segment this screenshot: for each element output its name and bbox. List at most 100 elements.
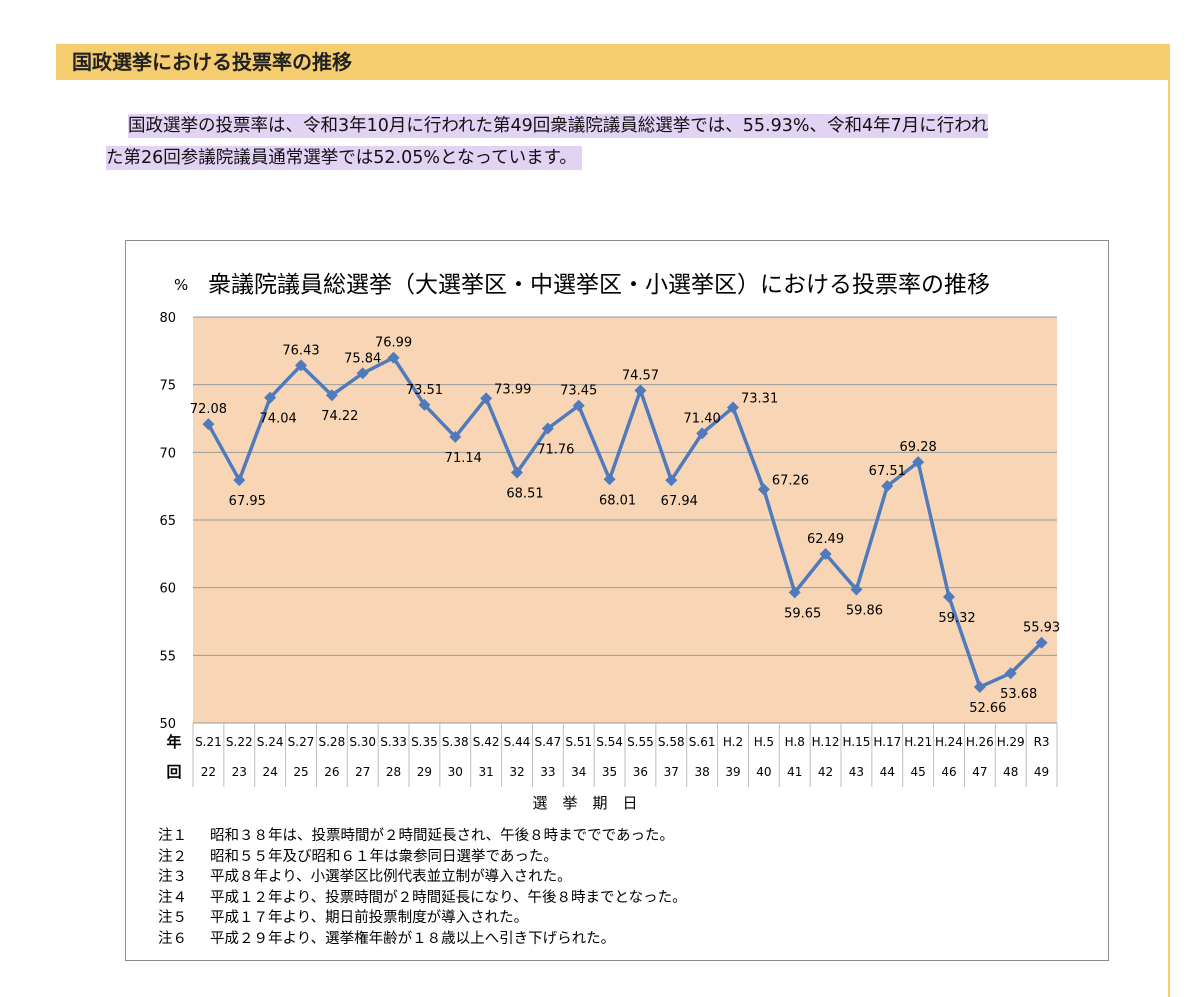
round-label: 26 [324,765,339,779]
data-point [356,367,369,380]
x-tick-label: R3 [1034,735,1050,749]
data-label: 52.66 [969,701,1006,716]
note-key: 注６ [158,930,187,947]
data-point [449,430,462,443]
round-label: 42 [818,765,833,779]
x-tick-label: S.38 [442,735,469,749]
note-text: 平成２９年より、選挙権年齢が１８歳以上へ引き下げられた。 [210,930,616,947]
data-label: 69.28 [900,440,937,455]
chart-frame: % 衆議院議員総選挙（大選挙区・中選挙区・小選挙区）における投票率の推移 50 55 6… [125,240,1109,961]
data-label: 73.31 [741,392,778,407]
x-tick-label: H.26 [966,735,994,749]
x-tick-label: H.17 [873,735,901,749]
data-label: 74.57 [622,368,659,383]
x-tick-label: S.55 [627,735,654,749]
data-point [387,351,400,364]
round-label: 45 [911,765,926,779]
x-tick-label: S.24 [257,735,284,749]
intro-line-1: 国政選挙の投票率は、令和3年10月に行われた第49回衆議院議員総選挙では、55.… [106,110,1146,142]
data-label: 74.22 [321,409,358,424]
data-point [943,590,955,603]
data-label: 76.99 [375,336,412,351]
note-key: 注１ [158,828,187,844]
x-tick-label: S.33 [380,735,407,749]
data-point [696,427,709,440]
data-point [264,391,277,404]
x-tick-label: S.28 [319,735,346,749]
data-label: 59.32 [938,611,975,626]
data-label: 73.99 [494,382,531,397]
x-tick-label: H.15 [842,735,870,749]
round-label: 36 [633,765,648,779]
note-text: 昭和３８年は、投票時間が２時間延長され、午後８時まででであった。 [210,828,674,844]
x-tick-label: H.2 [723,735,743,749]
y-tick-label: 80 [159,311,176,326]
note-row: 注２ 昭和５５年及び昭和６１年は衆参同日選挙であった。 [158,847,687,868]
note-text: 平成８年より、小選挙区比例代表並立制が導入された。 [210,869,572,885]
x-tick-label: S.47 [535,735,562,749]
round-label: 38 [695,765,710,779]
data-point [325,389,338,402]
data-point [881,480,894,493]
data-point [1004,667,1017,680]
data-label: 74.04 [260,412,297,427]
round-label: 31 [479,765,494,779]
note-text: 昭和５５年及び昭和６１年は衆参同日選挙であった。 [210,848,558,865]
round-label: 34 [571,765,586,779]
row-label-round: 回 [166,763,181,781]
round-label: 24 [263,765,278,779]
data-point [912,456,925,469]
round-label: 43 [849,765,864,779]
data-point [295,359,307,372]
data-label: 73.51 [406,383,443,398]
data-point [850,583,863,596]
data-point [757,483,770,496]
note-row: 注３ 平成８年より、小選挙区比例代表並立制が導入された。 [158,867,687,888]
x-tick-label: H.5 [754,735,774,749]
data-point [973,681,986,694]
x-tick-label: H.24 [935,735,963,749]
data-point [511,466,523,479]
data-point [418,398,431,411]
intro-paragraph: 国政選挙の投票率は、令和3年10月に行われた第49回衆議院議員総選挙では、55.… [106,110,1146,174]
y-tick-label: 75 [159,379,176,394]
data-label: 68.01 [599,493,636,508]
x-tick-label: S.51 [565,735,592,749]
round-label: 29 [417,765,432,779]
data-point [480,392,493,405]
data-label: 67.26 [772,473,809,488]
intro-line-1-text: 国政選挙の投票率は、令和3年10月に行われた第49回衆議院議員総選挙では、55.… [128,114,989,138]
round-label: 27 [355,765,370,779]
y-unit-label: % [174,276,188,294]
data-label: 76.43 [282,343,319,358]
data-label: 62.49 [807,532,844,547]
y-tick-label: 70 [159,446,176,461]
data-point [665,474,678,487]
round-label: 35 [602,765,617,779]
intro-line-2: た第26回参議院議員通常選挙では52.05%となっています。 [106,142,1146,174]
x-tick-label: S.30 [349,735,376,749]
data-label: 71.14 [445,451,482,466]
x-tick-label: S.35 [411,735,438,749]
y-tick-label: 60 [159,582,176,597]
section-title: 国政選挙における投票率の推移 [72,50,352,74]
intro-line-2-text: た第26回参議院議員通常選挙では52.05%となっています。 [106,146,577,170]
note-key: 注３ [158,869,187,885]
x-tick-label: S.61 [689,735,716,749]
x-tick-label: H.21 [904,735,932,749]
data-point [603,473,616,486]
section-header: 国政選挙における投票率の推移 [56,44,1170,80]
note-key: 注２ [158,848,187,865]
note-text: 平成１７年より、期日前投票制度が導入された。 [210,910,529,926]
note-row: 注６ 平成２９年より、選挙権年齢が１８歳以上へ引き下げられた。 [158,929,687,950]
data-point [541,422,554,435]
data-point [1035,636,1048,649]
round-label: 23 [232,765,247,779]
data-point [727,401,739,414]
x-tick-label: S.27 [288,735,315,749]
round-label: 33 [540,765,555,779]
data-point [202,418,215,431]
data-label: 59.86 [846,604,883,619]
round-label: 46 [941,765,956,779]
data-label: 67.95 [229,494,266,509]
